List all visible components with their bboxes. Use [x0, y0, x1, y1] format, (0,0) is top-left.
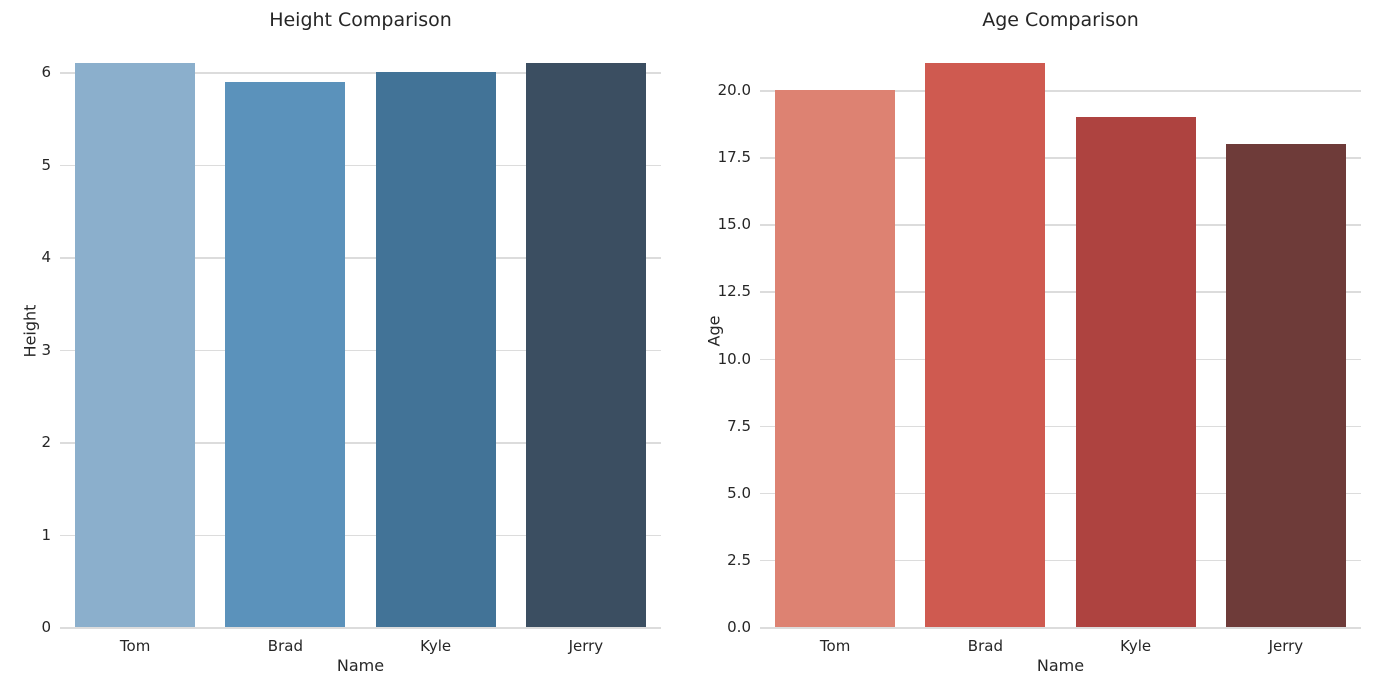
x-axis-label: Name: [1036, 656, 1085, 675]
bar-kyle: [1075, 116, 1196, 627]
x-tick-label: Brad: [267, 637, 303, 655]
bar-jerry: [1225, 143, 1346, 627]
gridline: [760, 224, 1361, 226]
y-tick-label: 15.0: [717, 215, 751, 234]
bar-brad: [225, 81, 346, 627]
gridline: [60, 257, 661, 259]
gridline: [60, 72, 661, 74]
y-tick-label: 20.0: [717, 81, 751, 100]
chart-title: Height Comparison: [269, 9, 452, 31]
gridline: [60, 627, 661, 629]
x-tick-label: Jerry: [568, 637, 604, 655]
age-comparison-chart: Age Comparison Age 0.0 2.5 5.0 7.5 10.0 12.5 1…: [694, 0, 1388, 690]
y-tick-label: 0.0: [727, 618, 751, 636]
y-tick-label: 0: [41, 618, 51, 636]
chart-title: Age Comparison: [982, 9, 1139, 31]
y-tick-label: 5.0: [727, 483, 751, 502]
y-axis-label: Height: [20, 304, 40, 358]
gridline: [760, 90, 1361, 92]
gridline: [60, 164, 661, 167]
x-axis-label: Name: [336, 656, 385, 675]
x-tick-label: Jerry: [1268, 637, 1304, 655]
y-tick-label: 6: [41, 63, 51, 82]
y-axis-label: Age: [704, 315, 724, 347]
gridline: [760, 559, 1361, 562]
bar-brad: [925, 63, 1046, 627]
y-tick-label: 2: [41, 433, 51, 452]
y-tick-label: 3: [41, 340, 51, 359]
gridline: [760, 425, 1361, 428]
bar-jerry: [525, 63, 646, 627]
gridline: [60, 534, 661, 537]
y-tick-label: 7.5: [727, 416, 751, 435]
bar-tom: [775, 90, 896, 627]
y-tick-label: 4: [41, 248, 51, 267]
x-tick-label: Kyle: [1120, 637, 1152, 655]
x-tick-label: Kyle: [420, 637, 452, 655]
y-tick-label: 10.0: [717, 349, 751, 368]
y-tick-label: 12.5: [717, 282, 751, 301]
height-comparison-chart: Height Comparison Height 0 1 2 3 4 5 6 Tom Brad K…: [0, 0, 694, 690]
gridline: [60, 349, 661, 352]
x-tick-label: Brad: [967, 637, 1003, 655]
x-tick-label: Tom: [119, 637, 151, 655]
y-tick-label: 1: [41, 525, 51, 544]
x-tick-label: Tom: [819, 637, 851, 655]
gridline: [760, 157, 1361, 159]
gridline: [760, 492, 1361, 495]
bar-tom: [75, 63, 196, 627]
plot-area: 0.0 2.5 5.0 7.5 10.0 12.5 15.0 17.5 20.0 Tom Brad K…: [718, 35, 1361, 655]
gridline: [760, 627, 1361, 629]
plot-area: 0 1 2 3 4 5 6 Tom Brad Kyle Jerry: [41, 35, 661, 655]
y-tick-label: 5: [41, 155, 51, 174]
gridline: [760, 291, 1361, 293]
y-tick-label: 2.5: [727, 550, 751, 569]
gridline: [60, 442, 661, 444]
bar-kyle: [375, 72, 496, 627]
y-tick-label: 17.5: [717, 148, 751, 167]
gridline: [760, 358, 1361, 361]
